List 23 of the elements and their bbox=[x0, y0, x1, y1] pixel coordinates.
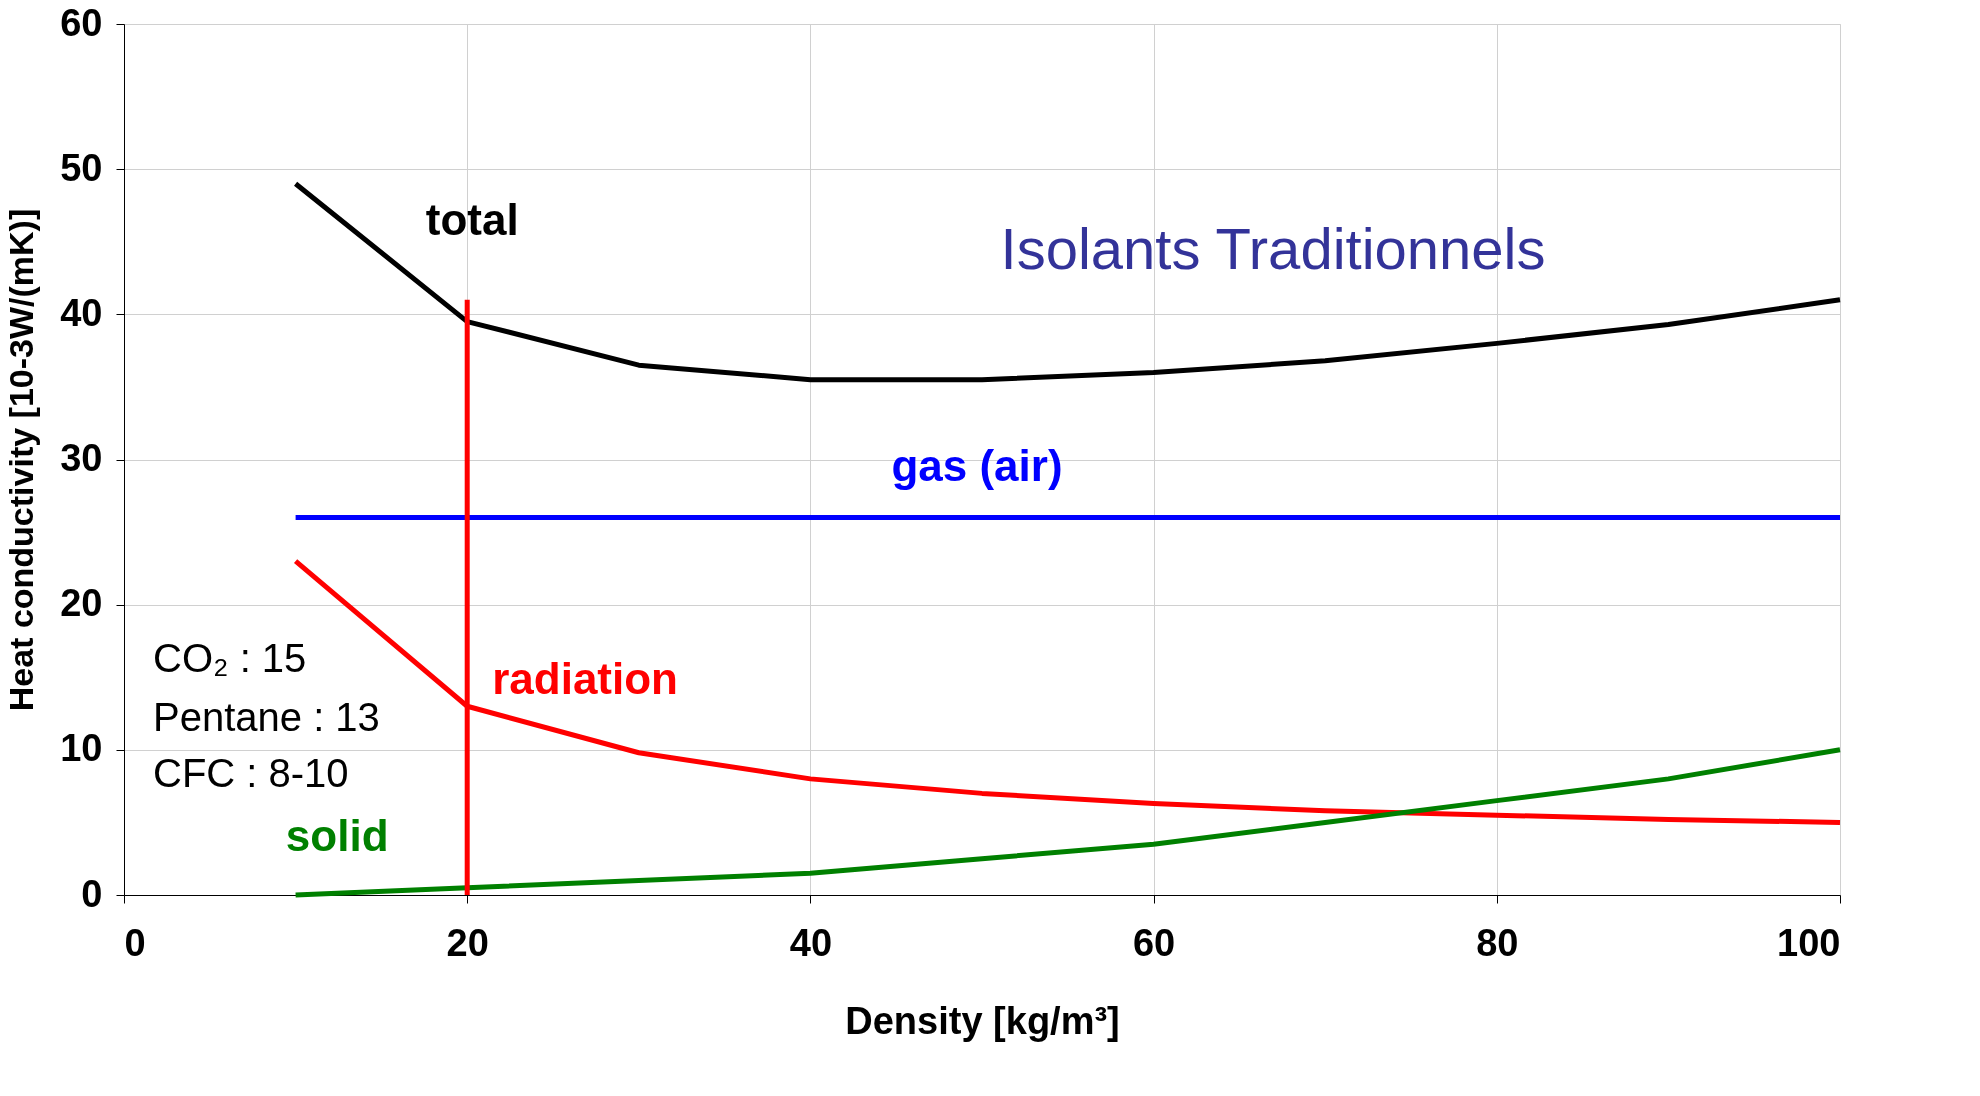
annotation: CFC : 8-10 bbox=[153, 751, 349, 795]
x-tick-label: 100 bbox=[1777, 921, 1841, 964]
x-tick-label: 20 bbox=[446, 921, 489, 964]
annotation: Isolants Traditionnels bbox=[1000, 216, 1546, 281]
x-tick-label: 80 bbox=[1476, 921, 1519, 964]
y-tick-label: 10 bbox=[60, 727, 103, 770]
x-tick-label: 60 bbox=[1132, 921, 1176, 964]
y-tick-label: 30 bbox=[60, 437, 103, 479]
x-tick-label: 0 bbox=[124, 921, 146, 964]
y-tick-label: 50 bbox=[60, 146, 103, 189]
y-tick-label: 40 bbox=[60, 291, 103, 334]
y-tick-label: 0 bbox=[81, 872, 103, 915]
annotation: CO₂ : 15 bbox=[153, 636, 307, 680]
y-axis-title: Heat conductivity [10-3W/(mK)] bbox=[2, 208, 41, 712]
y-tick-label: 60 bbox=[60, 1, 103, 44]
series-label: total bbox=[425, 194, 519, 244]
x-axis-title: Density [kg/m³] bbox=[845, 999, 1120, 1042]
series-label: gas (air) bbox=[891, 440, 1063, 490]
x-tick-label: 40 bbox=[789, 921, 833, 964]
annotation: Pentane : 13 bbox=[153, 695, 380, 739]
series-label: radiation bbox=[492, 654, 678, 704]
y-tick-label: 20 bbox=[60, 582, 103, 625]
series-label: solid bbox=[285, 810, 389, 860]
